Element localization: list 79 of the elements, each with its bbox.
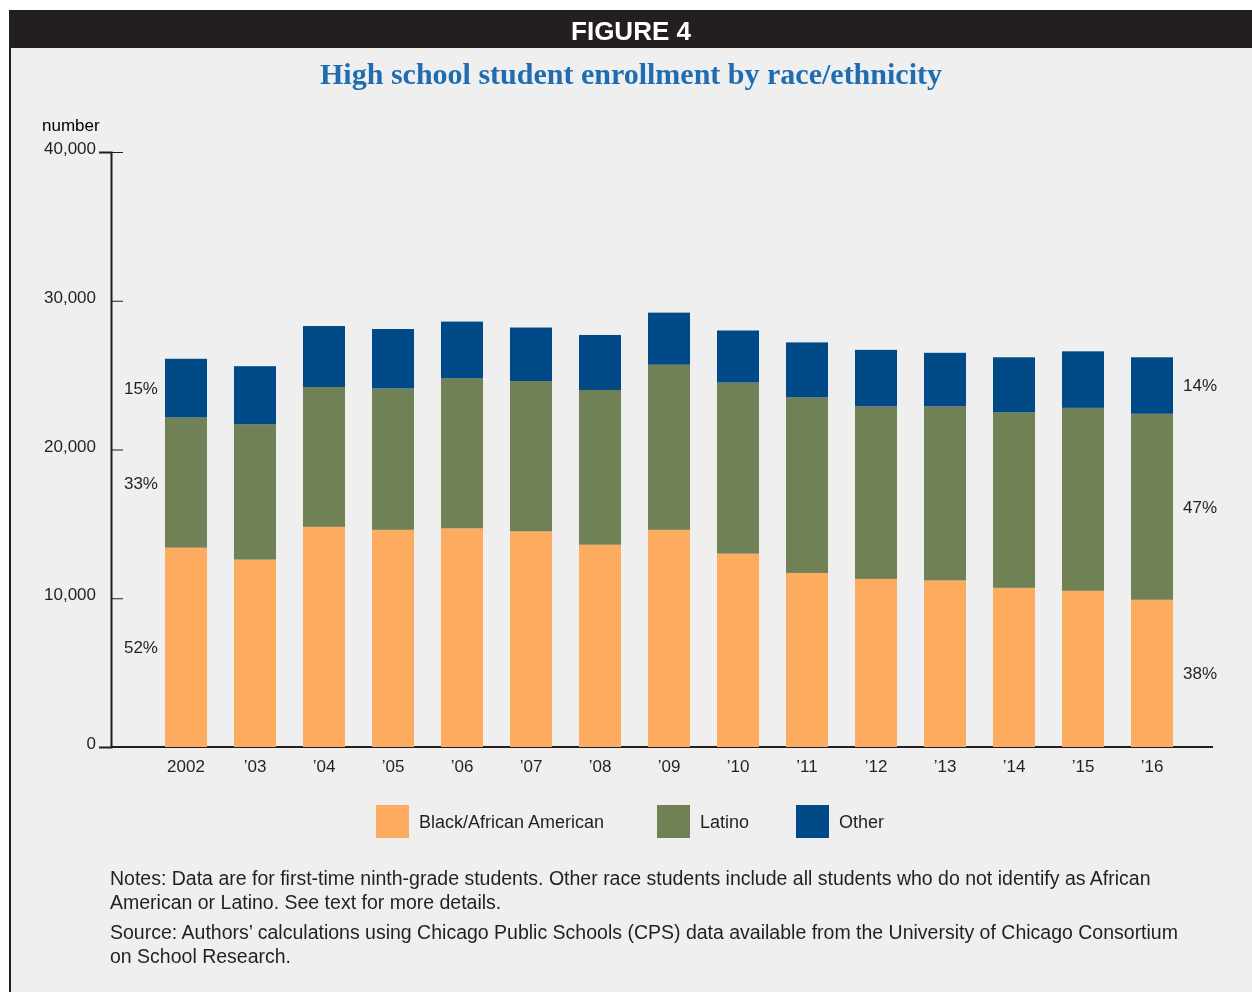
bar — [509, 327, 553, 382]
bar — [924, 352, 967, 407]
bar — [302, 526, 345, 747]
annotation: 47% — [1183, 497, 1218, 517]
x-tick-label: 2002 — [167, 757, 205, 777]
bar — [854, 578, 898, 747]
bar — [716, 330, 760, 383]
bar — [924, 406, 967, 581]
bar — [578, 544, 622, 747]
bar — [1062, 407, 1105, 591]
x-tick-label: ’16 — [1140, 757, 1164, 777]
y-tick-label: 30,000 — [44, 287, 96, 307]
annotation: 33% — [123, 473, 158, 493]
bar — [233, 366, 276, 425]
bar — [233, 424, 276, 560]
bar — [854, 349, 898, 407]
chart-title: High school student enrollment by race/ethnicity — [320, 57, 942, 90]
legend-label: Black/African American — [419, 812, 605, 832]
bar — [440, 378, 484, 529]
bar — [578, 390, 622, 545]
x-tick-label: ’14 — [1002, 757, 1026, 777]
x-tick-label: ’09 — [657, 757, 681, 777]
bar — [785, 572, 829, 747]
bar — [440, 321, 484, 379]
bar — [233, 559, 276, 747]
bar — [164, 417, 207, 548]
bar — [993, 412, 1036, 588]
annotation: 38% — [1183, 664, 1218, 684]
bar — [1131, 357, 1174, 414]
x-tick-label: ’04 — [312, 757, 336, 777]
y-tick-label: 20,000 — [44, 436, 96, 456]
chart-subtitle: FIGURE 4 — [571, 16, 692, 46]
y-tick-label: 0 — [86, 734, 96, 754]
bar — [1131, 413, 1174, 600]
bar — [647, 364, 691, 530]
bar — [578, 334, 622, 390]
bar — [1062, 590, 1105, 747]
bar — [371, 329, 415, 389]
bar — [993, 587, 1036, 747]
annotation: 15% — [123, 379, 158, 399]
bar — [716, 382, 760, 554]
x-tick-label: ’07 — [519, 757, 543, 777]
bar — [1131, 599, 1174, 747]
bar — [371, 529, 415, 747]
bar — [854, 406, 898, 579]
bar — [716, 553, 760, 747]
annotation: 14% — [1183, 376, 1218, 396]
y-axis-title: number — [42, 116, 100, 135]
bar — [924, 580, 967, 747]
annotation: 52% — [123, 638, 158, 658]
y-tick-label: 10,000 — [44, 585, 96, 605]
x-tick-label: ’08 — [588, 757, 612, 777]
bar — [302, 326, 345, 388]
bar — [785, 397, 829, 573]
bar — [164, 547, 207, 747]
x-tick-label: ’03 — [243, 757, 267, 777]
x-tick-label: ’15 — [1071, 757, 1095, 777]
x-tick-label: ’05 — [381, 757, 405, 777]
bar — [509, 531, 553, 747]
bar — [1062, 351, 1105, 408]
bar — [302, 387, 345, 527]
x-tick-label: ’06 — [450, 757, 474, 777]
x-tick-label: ’10 — [726, 757, 750, 777]
x-tick-label: ’13 — [933, 757, 957, 777]
bar — [509, 381, 553, 532]
x-tick-label: ’11 — [796, 757, 818, 777]
source-note: Source: Authors’ calculations using Chicago Public Schools (CPS) data available from the University of Chicago Consortium on School Research. — [110, 921, 1178, 967]
bar — [440, 528, 484, 747]
legend-label: Other — [839, 812, 885, 832]
y-tick-label: 40,000 — [44, 139, 96, 159]
bar — [164, 358, 207, 418]
bar — [785, 342, 829, 398]
bar — [371, 388, 415, 530]
legend-label: Latino — [700, 812, 750, 832]
bar — [993, 357, 1036, 413]
bar — [647, 529, 691, 747]
bar — [647, 312, 691, 365]
x-tick-label: ’12 — [864, 757, 888, 777]
text: Notes: Data are for first-time ninth-grade students. Other race students include all students who do not identify as African American or Latino. See text for more details. — [110, 867, 1151, 913]
